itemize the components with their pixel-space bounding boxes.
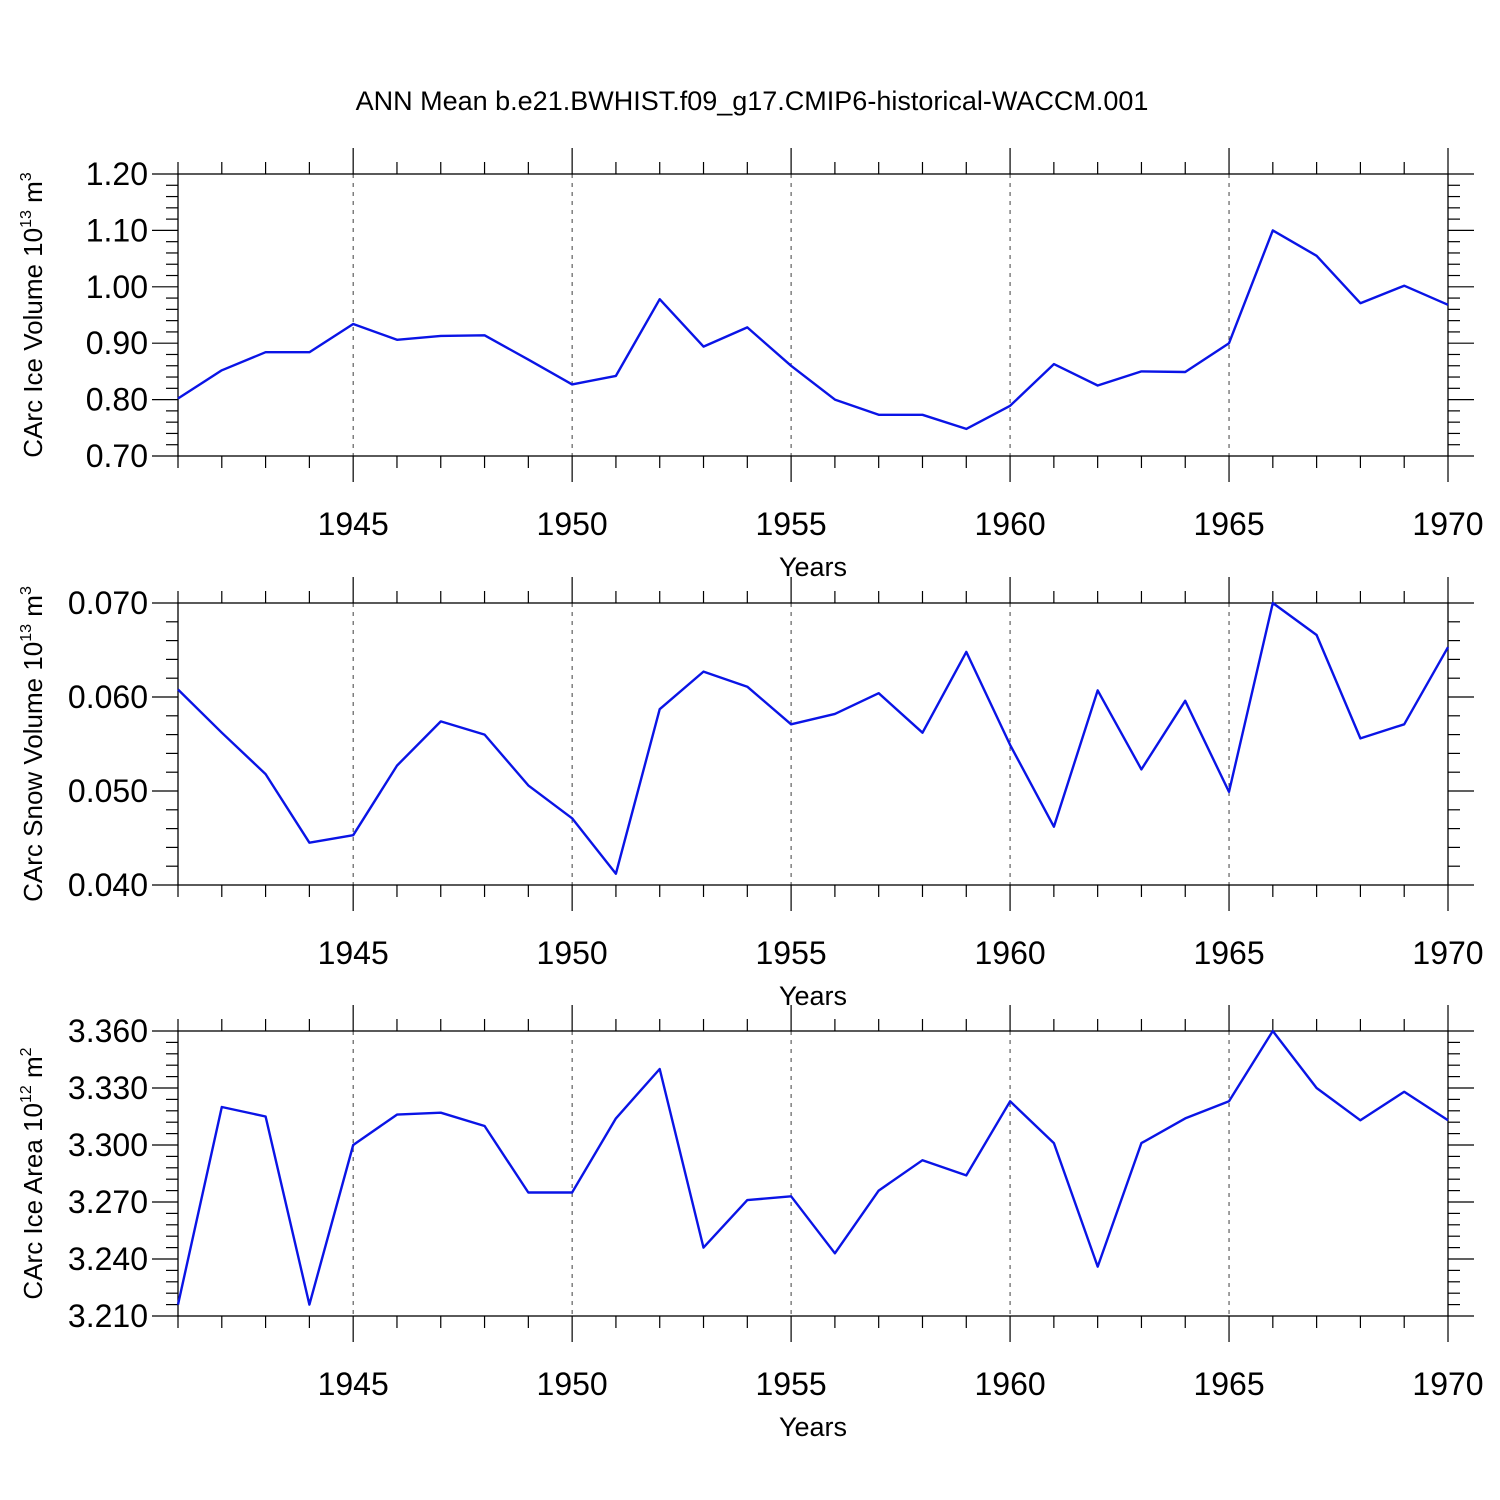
y-axis-label: CArc Ice Area 1012 m2: [18, 1047, 48, 1299]
x-tick-label: 1970: [1412, 506, 1483, 542]
y-tick-label: 3.300: [68, 1127, 148, 1163]
x-axis-label: Years: [779, 981, 847, 1011]
panel-2: 0.040 0.050 0.060 0.070 1945 1950 1955 1960 1965…: [18, 577, 1484, 1011]
y-tick-label: 0.070: [68, 585, 148, 621]
x-tick-label: 1960: [974, 506, 1045, 542]
series-line: [177, 229, 1449, 431]
y-tick-label: 0.050: [68, 773, 148, 809]
series-line: [176, 1029, 1449, 1306]
x-tick-label: 1950: [537, 506, 608, 542]
x-tick-label: 1965: [1193, 935, 1264, 971]
y-tick-label: 1.00: [86, 269, 148, 305]
y-tick-label: 0.060: [68, 679, 148, 715]
y-tick-label: 3.210: [68, 1298, 148, 1334]
y-axis-label: CArc Snow Volume 1013 m3: [18, 586, 48, 902]
x-tick-label: 1960: [974, 935, 1045, 971]
y-tick-label: 3.330: [68, 1070, 148, 1106]
y-tick-label: 0.70: [86, 438, 148, 474]
x-tick-label: 1950: [537, 935, 608, 971]
y-axis-label: CArc Ice Volume 1013 m3: [18, 172, 48, 457]
y-tick-label: 0.90: [86, 325, 148, 361]
x-axis-label: Years: [779, 552, 847, 582]
series-line: [177, 601, 1450, 875]
y-tick-label: 1.20: [86, 156, 148, 192]
plot-frame: [177, 602, 1449, 886]
x-tick-label: 1945: [318, 506, 389, 542]
y-tick-label: 0.80: [86, 382, 148, 418]
panels: 0.70 0.80 0.90 1.00 1.10 1.20 1945 1950 1955 1960…: [18, 148, 1484, 1442]
y-tick-label: 0.040: [68, 867, 148, 903]
x-tick-label: 1960: [974, 1366, 1045, 1402]
panel-3: 3.210 3.240 3.270 3.300 3.330 3.360 1945 1950 19…: [18, 1005, 1484, 1442]
x-tick-label: 1955: [756, 506, 827, 542]
x-tick-label: 1965: [1193, 506, 1264, 542]
x-tick-label: 1970: [1412, 1366, 1483, 1402]
x-tick-label: 1955: [756, 1366, 827, 1402]
x-tick-label: 1950: [537, 1366, 608, 1402]
x-axis-label: Years: [779, 1412, 847, 1442]
panel-1: 0.70 0.80 0.90 1.00 1.10 1.20 1945 1950 1955 1960…: [18, 148, 1484, 582]
y-tick-label: 1.10: [86, 212, 148, 248]
x-tick-label: 1945: [318, 935, 389, 971]
plot-frame: [177, 1030, 1449, 1317]
y-tick-label: 3.360: [68, 1013, 148, 1049]
figure-title: ANN Mean b.e21.BWHIST.f09_g17.CMIP6-hist…: [356, 86, 1149, 116]
plot-frame: [177, 173, 1449, 457]
x-tick-label: 1970: [1412, 935, 1483, 971]
x-tick-label: 1965: [1193, 1366, 1264, 1402]
x-tick-label: 1955: [756, 935, 827, 971]
y-tick-label: 3.240: [68, 1241, 148, 1277]
x-tick-label: 1945: [318, 1366, 389, 1402]
y-tick-label: 3.270: [68, 1184, 148, 1220]
